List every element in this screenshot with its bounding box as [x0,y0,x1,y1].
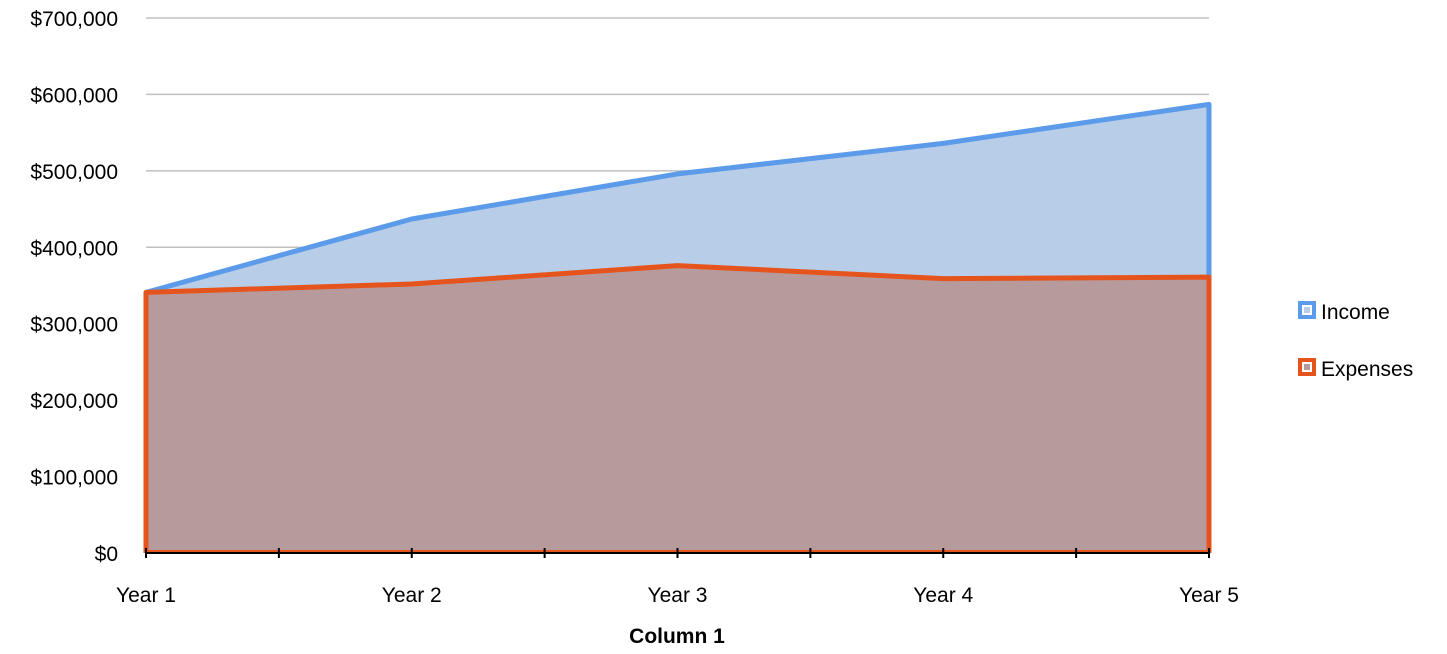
x-tick-label: Year 3 [648,584,708,607]
legend-swatch-fill-expenses [1304,364,1310,370]
y-tick-label: $600,000 [30,84,118,107]
area-outline-expenses [143,263,1212,553]
y-tick-labels: $0 $100,000 $200,000 $300,000 $400,000 $500,0… [30,8,118,566]
legend-swatch-fill-income [1304,307,1310,313]
y-tick-label: $300,000 [30,314,118,337]
legend: Income Expenses [1298,301,1413,381]
x-tick-labels: Year 1 Year 2 Year 3 Year 4 Year 5 [116,584,1239,607]
axis-layer [145,548,1210,558]
y-tick-label: $200,000 [30,390,118,413]
area-outline-income [145,101,1212,553]
legend-label-expenses: Expenses [1321,358,1413,381]
x-tick-label: Year 4 [913,584,973,607]
legend-label-income: Income [1321,301,1390,324]
x-tick-label: Year 1 [116,584,176,607]
y-tick-label: $400,000 [30,237,118,260]
x-axis-title: Column 1 [629,625,725,648]
area-fill-expenses [146,265,1209,553]
y-tick-label: $0 [95,543,118,566]
x-tick-label: Year 5 [1179,584,1239,607]
y-tick-label: $100,000 [30,467,118,490]
x-tick-label: Year 2 [382,584,442,607]
y-tick-label: $500,000 [30,161,118,184]
y-tick-label: $700,000 [30,8,118,31]
area-layer [143,101,1212,554]
